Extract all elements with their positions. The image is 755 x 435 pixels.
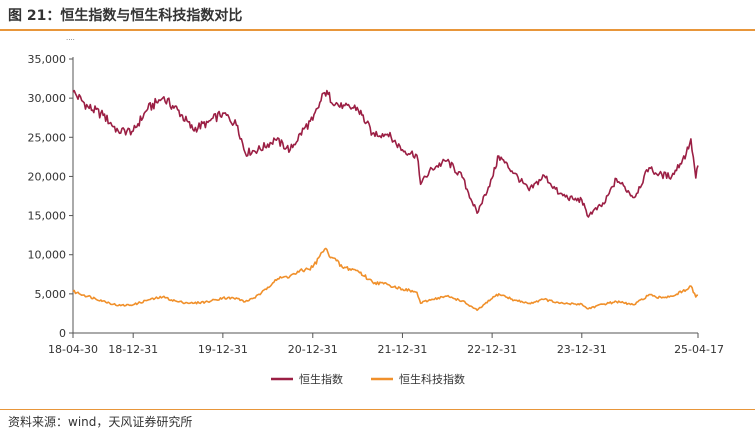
y-tick-label: 20,000 [28,170,67,183]
legend-label: 恒生指数 [299,372,343,386]
legend: 恒生指数 恒生科技指数 [271,372,465,386]
y-axis: 0 5,000 10,000 15,000 20,000 25,000 30,000 35,0… [28,53,74,340]
title-rule [0,29,755,31]
x-tick-label: 22-12-31 [467,343,517,356]
y-tick-label: 30,000 [28,92,67,105]
unit-hint: ···· [66,36,75,44]
series-line-hsi [72,89,699,218]
y-tick-label: 25,000 [28,131,67,144]
series-lines [72,89,699,312]
y-tick-label: 5,000 [35,288,67,301]
series-line-hstech [72,247,699,312]
y-tick-label: 10,000 [28,249,67,262]
x-tick-label: 23-12-31 [557,343,607,356]
y-tick-label: 15,000 [28,210,67,223]
x-tick-label: 20-12-31 [288,343,338,356]
legend-label: 恒生科技指数 [399,372,465,386]
x-axis: 18-04-30 18-12-31 19-12-31 20-12-31 21-12-31… [48,332,724,356]
x-tick-label: 21-12-31 [377,343,427,356]
figure-title: 图 21：恒生指数与恒生科技指数对比 [8,8,243,24]
source-note: 资料来源：wind，天风证券研究所 [8,415,193,429]
y-tick-label: 35,000 [28,53,67,66]
x-tick-label: 18-04-30 [48,343,98,356]
x-tick-label: 18-12-31 [108,343,158,356]
x-tick-label: 19-12-31 [198,343,248,356]
x-tick-label: 25-04-17 [674,343,724,356]
source-rule [0,409,755,410]
y-tick-label: 0 [59,327,66,340]
